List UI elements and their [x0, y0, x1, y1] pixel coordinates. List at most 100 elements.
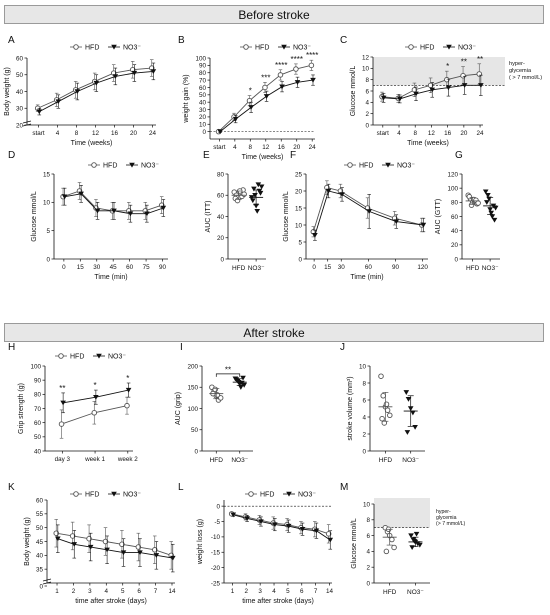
data-point-no3	[279, 84, 285, 90]
data-point-no3	[263, 94, 270, 99]
y-tick-label-B: 80	[199, 70, 207, 77]
y-tick-label-D: 15	[43, 171, 51, 178]
y-tick-label-L: -20	[211, 565, 221, 572]
legend-label-hfd: HFD	[70, 354, 84, 361]
scatter-point-no3	[491, 217, 498, 223]
data-point-no3	[445, 85, 452, 91]
y-tick-label-K: 45	[36, 539, 44, 546]
y-tick-label-M: 6	[366, 533, 370, 540]
y-tick-label-C: 12	[362, 54, 370, 61]
y-tick-label-C: 2	[365, 111, 369, 118]
data-point-no3	[74, 89, 81, 95]
x-tick-label: 75	[143, 264, 151, 271]
hyperglycemia-zone	[373, 57, 505, 86]
legend-label-no3: NO3⁻	[293, 45, 311, 52]
y-axis-label-J: stroke volume (mm³)	[347, 376, 354, 440]
scatter-point-hfd	[384, 407, 391, 413]
panel-letter: K	[8, 482, 15, 493]
y-tick-label-M: 8	[366, 517, 370, 524]
y-tick-label-J: 6	[362, 397, 366, 404]
data-point-hfd	[293, 66, 299, 72]
series-line-no3	[233, 514, 331, 541]
y-tick-label-B: 0	[202, 129, 206, 136]
x-tick-label: start	[32, 130, 44, 137]
significance-mark: **	[59, 384, 65, 393]
legend-marker-hfd	[408, 44, 414, 50]
data-point-hfd	[152, 547, 158, 553]
x-tick-label: 0	[312, 264, 316, 271]
data-point-no3	[94, 208, 101, 214]
y-axis-label-E: AUC (ITT)	[205, 201, 212, 233]
y-tick-label-H: 70	[34, 406, 42, 413]
x-tick-label: 6	[137, 588, 141, 595]
y-tick-label-K: 60	[36, 497, 44, 504]
scatter-point-no3	[412, 425, 418, 430]
x-tick-label: 7	[154, 588, 158, 595]
legend-label-hfd: HFD	[260, 492, 274, 499]
section-title-before: Before stroke	[238, 7, 310, 22]
legend-label-hfd: HFD	[359, 163, 373, 170]
data-point-no3	[230, 512, 237, 518]
x-tick-label: 16	[278, 144, 286, 151]
x-tick-label: HFD	[383, 589, 397, 596]
legend-marker-no3	[129, 162, 135, 168]
y-tick-label-H: 50	[34, 434, 42, 441]
significance-mark: *	[446, 62, 449, 71]
significance-mark: ***	[261, 73, 270, 82]
y-axis-label-I: AUC (grip)	[175, 392, 182, 425]
x-tick-label: 20	[460, 130, 468, 137]
scatter-point-no3	[409, 545, 415, 551]
y-tick-label-J: 8	[362, 380, 366, 387]
x-tick-label: NO3⁻	[482, 265, 499, 272]
y-tick-label-J: 4	[362, 414, 366, 421]
scatter-point-no3	[408, 533, 414, 539]
x-axis-label: time after stroke (days)	[75, 598, 147, 605]
panel-letter: M	[340, 482, 348, 493]
scatter-point-hfd	[378, 373, 384, 379]
y-tick-label-C: 8	[365, 77, 369, 84]
panel-letter: F	[290, 150, 296, 161]
x-tick-label: 60	[365, 264, 373, 271]
x-tick-label: 90	[159, 264, 167, 271]
data-point-no3	[327, 537, 334, 543]
panel-letter: D	[8, 150, 15, 161]
legend-label-no3: NO3⁻	[458, 45, 476, 52]
x-tick-label: 4	[233, 144, 237, 151]
data-point-no3	[310, 77, 316, 83]
y-tick-label-G: 120	[447, 171, 458, 178]
x-tick-label: 24	[477, 130, 485, 137]
x-tick-label: 0	[62, 264, 66, 271]
panel-L: L 0 -5 -10 -15 -20 -25 weight loss (g) 1 2 3 4 5 6 7 14…	[178, 482, 333, 605]
y-tick-label-B: 40	[199, 99, 207, 106]
x-tick-label: 12	[262, 144, 270, 151]
hyperglycemia-zone	[374, 498, 430, 528]
y-axis-label-B: weight gain (%)	[183, 74, 190, 123]
significance-mark: ****	[306, 51, 318, 60]
scatter-point-hfd	[380, 393, 386, 399]
scatter-point-no3	[254, 208, 261, 214]
data-point-no3	[125, 387, 132, 393]
x-tick-label: 15	[324, 264, 332, 271]
y-tick-label-G: 40	[451, 228, 459, 235]
scatter-point-hfd	[387, 412, 393, 419]
y-tick-label-E: 80	[217, 171, 225, 178]
y-tick-label-L: -25	[211, 580, 221, 587]
y-tick-label-B: 30	[199, 107, 207, 114]
x-tick-label: HFD	[379, 457, 393, 464]
y-tick-label-F: 5	[298, 239, 302, 246]
significance-mark: ****	[275, 61, 287, 70]
data-point-hfd	[58, 421, 65, 427]
legend-label-hfd: HFD	[85, 492, 99, 499]
legend-label-no3: NO3⁻	[123, 45, 141, 52]
panel-letter: B	[178, 35, 185, 46]
x-tick-label: 1	[55, 588, 59, 595]
panel-D: D 0 5 10 15 Glucose mmol/L 0 15 30 45 60 75 90 Time (…	[8, 150, 168, 281]
hyperglycemia-annotation: hyper-	[436, 509, 451, 515]
x-tick-label: 16	[444, 130, 452, 137]
scatter-point-hfd	[383, 548, 390, 555]
y-tick-label-E: 20	[217, 235, 225, 242]
scatter-point-no3	[413, 531, 420, 537]
y-tick-label-K: 40	[36, 553, 44, 560]
